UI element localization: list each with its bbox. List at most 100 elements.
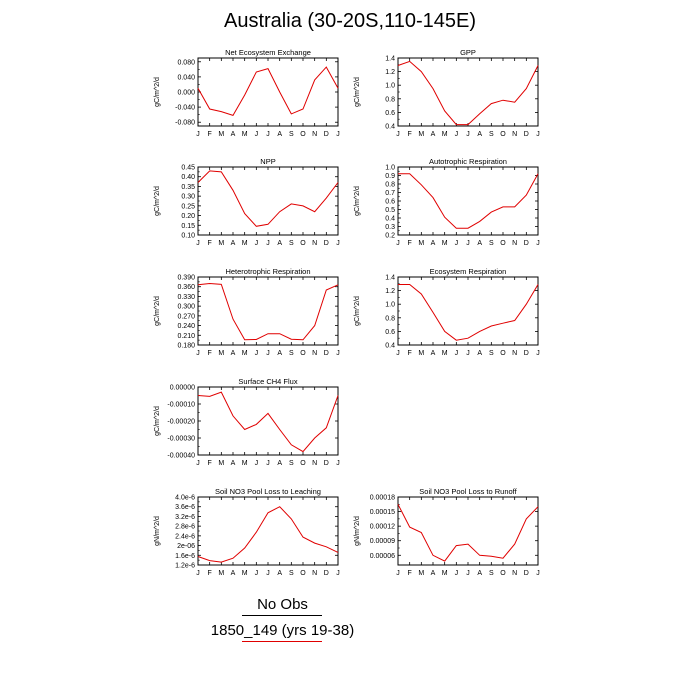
x-tick-label: J <box>266 350 270 357</box>
x-tick-label: N <box>312 570 317 577</box>
x-tick-label: A <box>431 131 436 138</box>
x-tick-label: J <box>396 131 400 138</box>
x-tick-label: D <box>324 570 329 577</box>
x-tick-label: F <box>208 570 212 577</box>
y-tick-label: 0.4 <box>385 216 395 223</box>
y-tick-label: 0.5 <box>385 207 395 214</box>
y-tick-label: 0.8 <box>385 96 395 103</box>
x-tick-label: J <box>396 570 400 577</box>
x-tick-label: N <box>512 350 517 357</box>
panel-3: NPP gC/m^2/d 0.10 0.15 0.20 0.25 0.30 0.35 0.40 0… <box>154 157 340 247</box>
plot-frame <box>197 386 339 456</box>
y-tick-label: 0.00009 <box>370 538 395 545</box>
y-tick-label: 0.6 <box>385 110 395 117</box>
x-tick-label: J <box>466 240 470 247</box>
x-tick-label: M <box>242 570 248 577</box>
x-tick-label: A <box>431 350 436 357</box>
footer-case-label: 1850_149 (yrs 19-38) <box>210 622 355 639</box>
x-tick-label: M <box>218 350 224 357</box>
y-tick-label: 0.10 <box>181 233 195 240</box>
panel-title: NPP <box>260 157 275 166</box>
x-tick-label: M <box>442 131 448 138</box>
x-tick-label: A <box>477 240 482 247</box>
y-tick-label: 0.300 <box>177 304 195 311</box>
x-tick-label: A <box>231 570 236 577</box>
x-tick-label: D <box>324 350 329 357</box>
plot-frame <box>197 496 339 566</box>
y-axis-label: gC/m^2/d <box>354 186 361 216</box>
y-tick-label: 1.6e-6 <box>175 553 195 560</box>
x-tick-label: A <box>231 350 236 357</box>
x-tick-label: J <box>396 350 400 357</box>
panel-5: Heterotrophic Respiration gC/m^2/d 0.180 0.… <box>154 267 340 357</box>
panel-title: Autotrophic Respiration <box>429 157 507 166</box>
x-tick-label: M <box>242 350 248 357</box>
panel-title: Heterotrophic Respiration <box>225 267 310 276</box>
y-tick-label: 0.00015 <box>370 509 395 516</box>
x-tick-label: A <box>231 460 236 467</box>
y-axis-label: gN/m^2/d <box>354 516 361 546</box>
y-tick-label: 0.210 <box>177 333 195 340</box>
x-tick-label: A <box>477 350 482 357</box>
panel-9: Soil NO3 Pool Loss to Runoff gN/m^2/d 0.00… <box>354 487 540 577</box>
y-tick-label: 0.240 <box>177 323 195 330</box>
x-tick-label: J <box>255 460 259 467</box>
series-line <box>197 66 339 117</box>
x-tick-label: O <box>300 570 306 577</box>
x-tick-label: D <box>324 240 329 247</box>
x-tick-label: J <box>196 240 200 247</box>
x-tick-label: J <box>196 570 200 577</box>
x-tick-label: M <box>418 570 424 577</box>
x-tick-label: D <box>524 131 529 138</box>
x-tick-label: D <box>324 131 329 138</box>
y-tick-label: 0.2 <box>385 233 395 240</box>
panel-title: Soil NO3 Pool Loss to Runoff <box>419 487 517 496</box>
y-axis-label: gN/m^2/d <box>154 516 161 546</box>
panel-7: Surface CH4 Flux gC/m^2/d -0.00040 -0.00030… <box>154 377 340 467</box>
y-axis-label: gC/m^2/d <box>354 77 361 107</box>
panel-1: Net Ecosystem Exchange gC/m^2/d -0.080 -0.0… <box>154 48 340 138</box>
x-tick-label: D <box>324 460 329 467</box>
x-tick-label: J <box>336 570 340 577</box>
x-tick-label: A <box>477 131 482 138</box>
x-tick-label: S <box>289 131 294 138</box>
x-tick-label: D <box>524 350 529 357</box>
y-axis-label: gC/m^2/d <box>354 296 361 326</box>
x-tick-label: J <box>336 240 340 247</box>
x-tick-label: J <box>466 570 470 577</box>
x-tick-label: J <box>455 570 459 577</box>
x-tick-label: M <box>418 131 424 138</box>
series-line <box>397 60 539 126</box>
x-tick-label: M <box>442 350 448 357</box>
y-axis-label: gC/m^2/d <box>154 406 161 436</box>
x-tick-label: F <box>408 350 412 357</box>
x-tick-label: A <box>277 460 282 467</box>
y-tick-label: 0.270 <box>177 313 195 320</box>
y-tick-label: 0.00000 <box>170 385 195 392</box>
x-tick-label: S <box>289 460 294 467</box>
series-line <box>398 284 539 341</box>
x-tick-label: F <box>408 131 412 138</box>
x-tick-label: A <box>277 131 282 138</box>
y-tick-label: -0.00010 <box>167 402 195 409</box>
y-tick-label: 0.00006 <box>370 553 395 560</box>
y-tick-label: 0.35 <box>181 184 195 191</box>
x-tick-label: O <box>500 240 506 247</box>
y-tick-label: 0.00012 <box>370 524 395 531</box>
y-tick-label: 0.25 <box>181 203 195 210</box>
x-tick-label: J <box>536 240 540 247</box>
x-tick-label: S <box>289 570 294 577</box>
y-tick-label: 0.330 <box>177 294 195 301</box>
x-tick-label: S <box>289 350 294 357</box>
y-tick-label: 0.6 <box>385 199 395 206</box>
x-tick-label: M <box>218 131 224 138</box>
series-line <box>398 173 539 229</box>
x-tick-label: M <box>218 460 224 467</box>
plot-frame <box>397 276 539 346</box>
y-tick-label: 0.180 <box>177 343 195 350</box>
x-tick-label: A <box>277 240 282 247</box>
x-tick-label: S <box>289 240 294 247</box>
x-tick-label: J <box>336 350 340 357</box>
x-tick-label: M <box>442 570 448 577</box>
x-tick-label: J <box>255 240 259 247</box>
